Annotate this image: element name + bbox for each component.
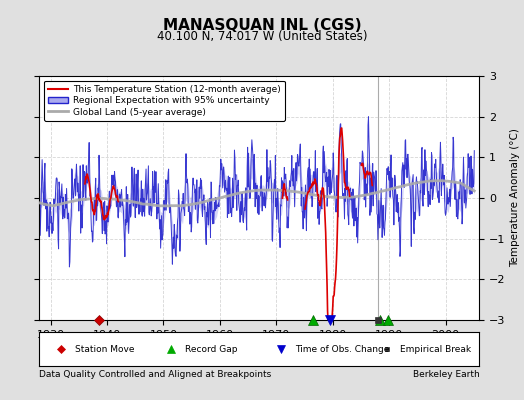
Text: 40.100 N, 74.017 W (United States): 40.100 N, 74.017 W (United States) [157, 30, 367, 43]
Text: Empirical Break: Empirical Break [400, 344, 472, 354]
Y-axis label: Temperature Anomaly (°C): Temperature Anomaly (°C) [510, 128, 520, 268]
Text: Berkeley Earth: Berkeley Earth [413, 370, 479, 379]
Text: Data Quality Controlled and Aligned at Breakpoints: Data Quality Controlled and Aligned at B… [39, 370, 271, 379]
Text: MANASQUAN INL (CGS): MANASQUAN INL (CGS) [162, 18, 362, 33]
Text: Station Move: Station Move [74, 344, 134, 354]
Text: Record Gap: Record Gap [184, 344, 237, 354]
Legend: This Temperature Station (12-month average), Regional Expectation with 95% uncer: This Temperature Station (12-month avera… [44, 80, 285, 121]
Text: Time of Obs. Change: Time of Obs. Change [294, 344, 389, 354]
